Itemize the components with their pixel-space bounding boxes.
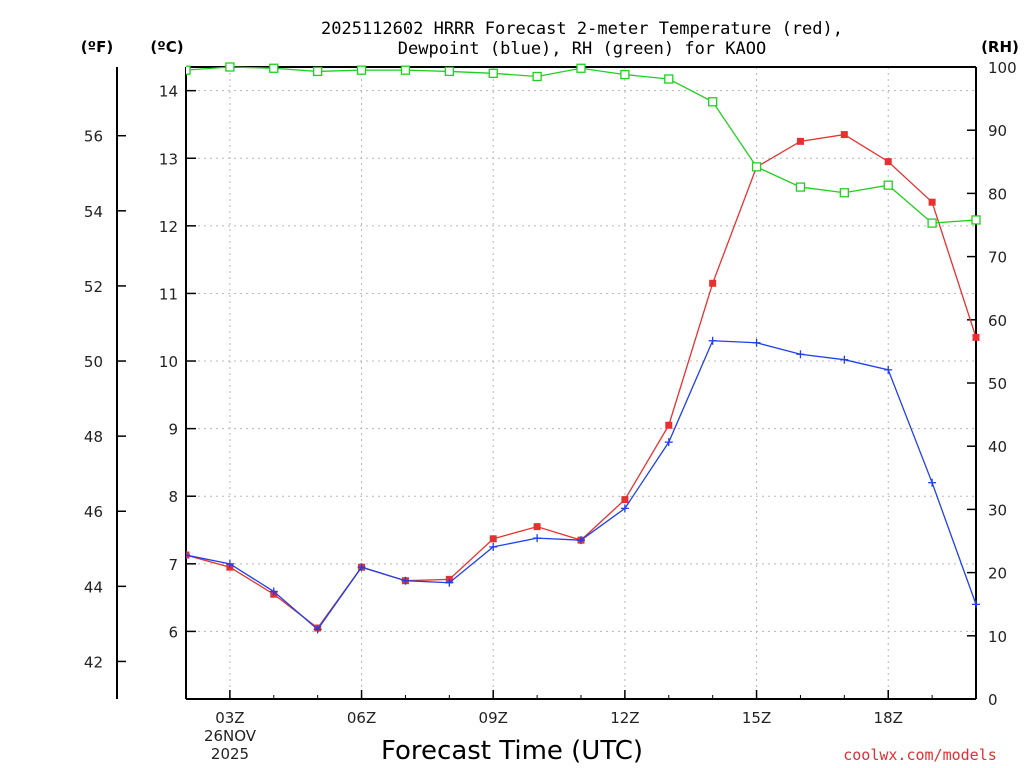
temperature-point-12: [621, 496, 629, 504]
rh-point-3: [225, 62, 235, 72]
rh-point-15: [751, 162, 762, 172]
rh-point-2: [186, 65, 191, 75]
tick-label-rh-90: 90: [988, 122, 1007, 140]
tick-label-rh-40: 40: [988, 438, 1007, 456]
rh-point-11: [576, 63, 586, 73]
tick-label-c-10: 10: [159, 353, 178, 371]
rh-point-13: [664, 74, 674, 84]
tick-label-rh-70: 70: [988, 249, 1007, 267]
dewpoint-point-6: [357, 563, 366, 572]
rh-point-17: [839, 188, 849, 198]
dewpoint-point-12: [620, 504, 629, 513]
rh-point-12: [620, 69, 630, 80]
dewpoint-point-7: [401, 576, 410, 585]
rh-point-16: [795, 182, 806, 192]
tick-label-c-13: 13: [159, 150, 178, 168]
date-label-year: 2025: [211, 745, 249, 763]
dewpoint-point-11: [577, 536, 585, 545]
tick-label-f-52: 52: [84, 278, 103, 296]
dewpoint-point-8: [445, 578, 454, 587]
dewpoint-point-17: [840, 355, 849, 364]
tick-label-f-42: 42: [84, 653, 103, 671]
temperature-point-9: [489, 535, 497, 543]
temperature-point-10: [533, 523, 541, 531]
celsius-unit-label: (ºC): [150, 38, 183, 56]
x-axis-title: Forecast Time (UTC): [381, 736, 643, 766]
rh-point-5: [313, 66, 323, 77]
rh-point-10: [532, 71, 542, 82]
axes: [116, 66, 977, 700]
rh-point-4: [269, 63, 279, 73]
dewpoint-point-5: [313, 625, 322, 634]
dewpoint-point-15: [752, 338, 761, 347]
tick-label-c-6: 6: [168, 623, 178, 641]
tick-label-c-14: 14: [159, 83, 178, 101]
rh-point-9: [488, 68, 498, 78]
tick-label-rh-0: 0: [988, 691, 998, 709]
tick-label-rh-100: 100: [988, 59, 1017, 77]
rh-point-18: [883, 180, 893, 190]
tick-label-c-11: 11: [159, 285, 178, 303]
tick-label-rh-60: 60: [988, 312, 1007, 330]
tick-label-rh-50: 50: [988, 375, 1007, 393]
dewpoint-point-14: [708, 336, 717, 345]
tick-label-rh-10: 10: [988, 628, 1007, 646]
rh-point-19: [927, 218, 937, 228]
tick-label-f-46: 46: [84, 503, 103, 521]
dewpoint-point-3: [225, 559, 234, 568]
tick-label-f-50: 50: [84, 353, 103, 371]
temperature-point-19: [928, 198, 936, 206]
rh-line: [186, 66, 977, 224]
rh-point-6: [356, 65, 367, 75]
dewpoint-point-20: [972, 600, 980, 609]
temperature-point-18: [884, 158, 892, 166]
tick-label-c-12: 12: [159, 218, 178, 236]
dewpoint-point-18: [884, 365, 893, 374]
tick-label-x-12Z: 12Z: [610, 709, 639, 727]
rh-point-20: [971, 215, 981, 225]
date-label-day: 26NOV: [204, 727, 257, 745]
tick-label-c-8: 8: [168, 488, 178, 506]
tick-label-c-7: 7: [168, 556, 178, 574]
temperature-point-16: [796, 137, 804, 145]
temperature-point-14: [709, 279, 717, 287]
temperature-point-17: [840, 131, 848, 139]
gridlines: [186, 67, 976, 699]
dewpoint-point-16: [796, 350, 805, 359]
dewpoint-point-13: [664, 438, 673, 447]
tick-label-x-06Z: 06Z: [347, 709, 376, 727]
tick-label-x-15Z: 15Z: [742, 709, 771, 727]
tick-label-f-54: 54: [84, 203, 103, 221]
tick-label-f-44: 44: [84, 578, 103, 596]
rh-point-7: [400, 65, 411, 75]
temperature-point-13: [665, 421, 673, 429]
chart-title-line2: Dewpoint (blue), RH (green) for KAOO: [398, 39, 766, 59]
dewpoint-point-10: [533, 534, 542, 543]
tick-label-rh-20: 20: [988, 565, 1007, 583]
rh-point-14: [708, 97, 718, 107]
tick-label-rh-80: 80: [988, 185, 1007, 203]
tick-label-f-48: 48: [84, 428, 103, 446]
dewpoint-point-4: [269, 587, 278, 596]
source-credit: coolwx.com/models: [843, 746, 997, 764]
tick-label-f-56: 56: [84, 128, 103, 146]
dewpoint-point-19: [928, 478, 937, 487]
tick-label-x-03Z: 03Z: [215, 709, 244, 727]
rh-unit-label: (RH): [981, 38, 1019, 56]
fahrenheit-unit-label: (ºF): [81, 38, 113, 56]
temperature-line: [186, 133, 977, 629]
temperature-point-20: [972, 333, 980, 341]
tick-label-x-18Z: 18Z: [874, 709, 903, 727]
tick-label-x-09Z: 09Z: [479, 709, 508, 727]
dewpoint-point-9: [489, 542, 498, 551]
tick-label-c-9: 9: [168, 421, 178, 439]
rh-point-8: [444, 66, 454, 77]
chart-title-line1: 2025112602 HRRR Forecast 2-meter Tempera…: [321, 19, 843, 39]
dewpoint-line: [186, 340, 977, 631]
data-series: [186, 62, 981, 634]
tick-labels: 6 7 8 9 10 11 12 13 14 03Z 06Z 09Z 12Z 15Z 18Z 42 44 46 48…: [84, 59, 1017, 727]
tick-label-rh-30: 30: [988, 501, 1007, 519]
dewpoint-point-2: [186, 551, 190, 560]
